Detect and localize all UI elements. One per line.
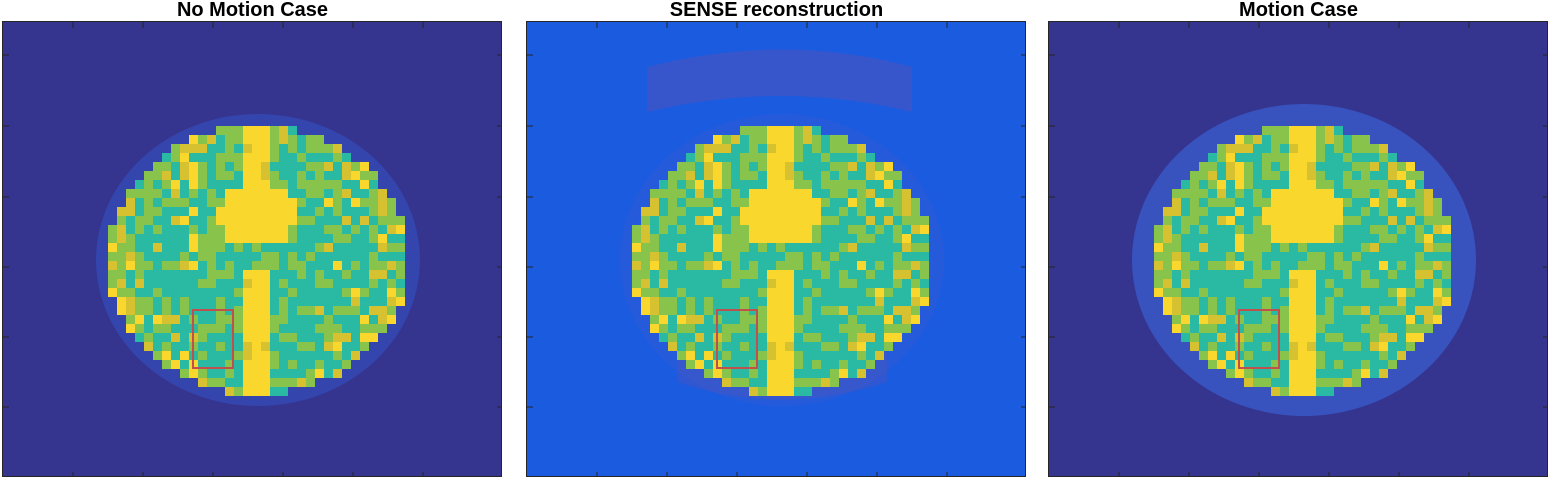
mri-image	[1049, 22, 1547, 476]
tick-marks	[527, 22, 1025, 476]
brain-slice	[527, 22, 1025, 476]
roi-box	[192, 309, 234, 369]
panel-title: SENSE reconstruction	[669, 0, 884, 21]
brain-slice	[3, 22, 501, 476]
mri-image	[3, 22, 501, 476]
panel-motion: Motion Case	[1046, 0, 1551, 482]
panel-title: No Motion Case	[176, 0, 329, 21]
panel-no-motion: No Motion Case	[0, 0, 505, 482]
image-axes	[2, 21, 502, 477]
panel-title: Motion Case	[1239, 0, 1358, 21]
image-axes	[526, 21, 1026, 477]
panel-sense-reconstruction: SENSE reconstruction	[524, 0, 1029, 482]
image-axes	[1048, 21, 1548, 477]
tick-marks	[3, 22, 501, 476]
brain-slice	[1049, 22, 1547, 476]
mri-image	[527, 22, 1025, 476]
roi-box	[1238, 309, 1280, 369]
roi-box	[716, 309, 758, 369]
tick-marks	[1049, 22, 1547, 476]
